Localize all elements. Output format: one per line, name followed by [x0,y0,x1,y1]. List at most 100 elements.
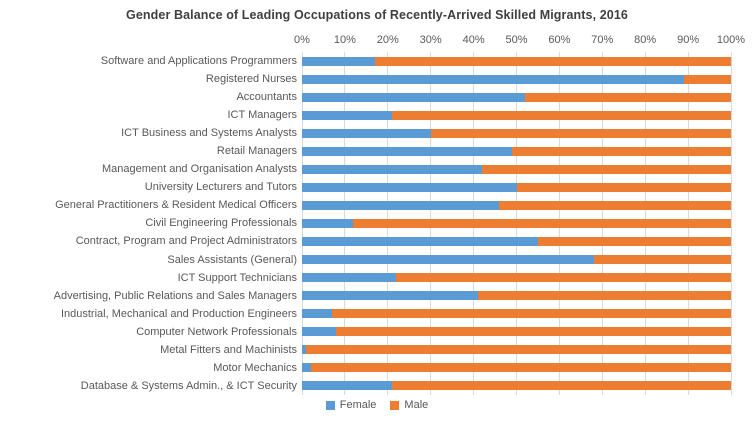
category-label: ICT Managers [227,109,298,122]
x-axis-tick: 60% [548,34,571,46]
bar-row [302,70,731,88]
category-label: Sales Assistants (General) [167,253,297,266]
chart-title: Gender Balance of Leading Occupations of… [126,8,628,22]
bar-segment-male [392,381,731,391]
bar-segment-male [374,56,731,66]
bar-segment-male [336,327,731,337]
category-label: ICT Business and Systems Analysts [121,127,297,140]
legend-item-female: Female [325,399,377,411]
bar-row [302,287,731,305]
bar-segment-male [310,363,731,373]
bar-segment-female [302,218,354,228]
bar-segment-female [302,56,375,66]
x-axis: 0% 10% 20% 30% 40% 50% 60% 70% 80% 90% 100% [294,34,745,48]
legend-item-male: Male [390,399,428,411]
x-axis-tick: 100% [716,34,746,46]
x-axis-tick: 0% [294,34,310,46]
bar-segment-male [392,110,731,120]
category-label: Industrial, Mechanical and Production En… [60,307,297,320]
x-axis-tick: 50% [505,34,528,46]
legend-swatch-icon [390,400,400,410]
stacked-bar [302,291,731,301]
stacked-bar [302,56,731,66]
stacked-bar [302,164,731,174]
bar-row [302,359,731,377]
bar-row [302,160,731,178]
bar-segment-male [593,255,731,265]
bar-segment-female [302,128,431,138]
stacked-bar [302,110,731,120]
bar-segment-female [302,273,397,283]
bar-segment-female [302,255,594,265]
bar-segment-female [302,200,500,210]
bar-series [302,52,731,395]
bar-segment-female [302,236,538,246]
bar-row [302,305,731,323]
category-label: Database & Systems Admin., & ICT Securit… [80,379,297,392]
bar-segment-female [302,74,684,84]
bar-segment-female [302,110,393,120]
bar-segment-female [302,164,483,174]
x-axis-tick: 20% [376,34,399,46]
bar-segment-male [306,345,731,355]
stacked-bar [302,236,731,246]
stacked-bar [302,200,731,210]
bar-row [302,323,731,341]
bar-segment-male [525,92,731,102]
bar-segment-male [499,200,731,210]
bar-row [302,124,731,142]
legend-label: Male [404,399,429,411]
bar-segment-female [302,146,513,156]
bar-segment-female [302,327,337,337]
bar-segment-male [353,218,731,228]
bar-segment-male [512,146,731,156]
bar-segment-female [302,345,307,355]
stacked-bar [302,363,731,373]
category-label: Motor Mechanics [213,361,297,374]
bar-row [302,269,731,287]
bar-segment-male [430,128,731,138]
bar-segment-male [516,182,731,192]
bar-row [302,196,731,214]
category-label: Metal Fitters and Machinists [160,343,297,356]
x-axis-tick: 70% [591,34,614,46]
category-label: Management and Organisation Analysts [101,163,297,176]
legend-label: Female [339,399,377,411]
bar-row [302,214,731,232]
category-label: Accountants [236,91,297,104]
x-axis-tick: 10% [333,34,356,46]
x-axis-tick: 30% [419,34,442,46]
x-axis-tick: 40% [462,34,485,46]
stacked-bar [302,345,731,355]
category-label: University Lecturers and Tutors [144,181,297,194]
bar-segment-female [302,309,333,319]
category-axis: Software and Applications Programmers Reg… [0,52,297,395]
stacked-bar [302,218,731,228]
category-label: Registered Nurses [205,73,297,86]
bar-segment-male [683,74,731,84]
category-label: Software and Applications Programmers [100,55,297,68]
bar-row [302,142,731,160]
stacked-bar [302,309,731,319]
bar-row [302,178,731,196]
stacked-bar [302,182,731,192]
bar-segment-female [302,363,311,373]
stacked-bar [302,255,731,265]
category-label: Retail Managers [216,145,297,158]
stacked-bar [302,327,731,337]
category-label: Computer Network Professionals [136,325,297,338]
bar-segment-female [302,291,478,301]
bar-row [302,251,731,269]
bar-segment-female [302,92,526,102]
stacked-bar [302,273,731,283]
plot-area [301,52,732,395]
x-axis-tick: 80% [634,34,657,46]
bar-row [302,232,731,250]
category-label: Advertising, Public Relations and Sales … [53,289,297,302]
gridline [730,52,732,395]
bar-segment-male [537,236,731,246]
category-label: Civil Engineering Professionals [145,217,297,230]
category-label: General Practitioners & Resident Medical… [55,199,297,212]
bar-segment-male [332,309,731,319]
